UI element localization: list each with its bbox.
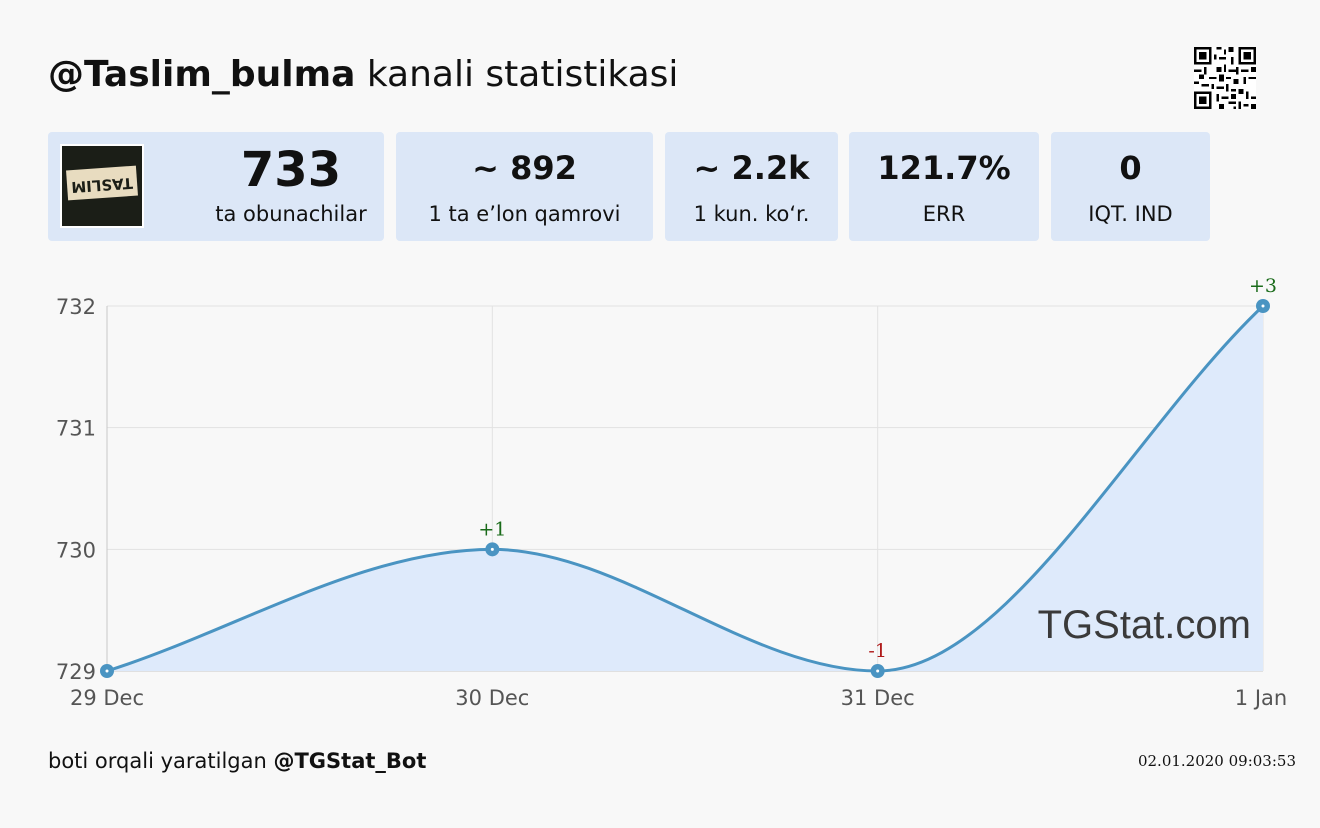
y-tick-label: 729 xyxy=(56,660,96,684)
series-area xyxy=(107,306,1263,671)
data-point-center xyxy=(1261,304,1265,308)
data-label: +3 xyxy=(1249,275,1277,297)
stat-value: ~ 892 xyxy=(472,149,577,187)
bot-link[interactable]: @TGStat_Bot xyxy=(273,749,427,773)
stat-label: ta obunachilar xyxy=(215,202,367,226)
series-line xyxy=(106,304,1265,673)
stat-label: 1 kun. ko‘r. xyxy=(693,202,810,226)
footer-credit: boti orqali yaratilgan @TGStat_Bot xyxy=(48,746,426,776)
avatar-image: TASLIM xyxy=(62,146,142,226)
data-label: +1 xyxy=(478,518,506,540)
x-tick-label: 1 Jan xyxy=(1235,686,1287,710)
daily-views-card: ~ 2.2k 1 kun. ko‘r. xyxy=(665,132,838,241)
channel-name[interactable]: @Taslim_bulma xyxy=(48,54,356,95)
footer-prefix: boti orqali yaratilgan xyxy=(48,749,267,773)
x-tick-label: 31 Dec xyxy=(841,686,915,710)
y-tick-label: 731 xyxy=(56,417,96,441)
subscribers-chart: TGStat.com +1 -1 +3 729 730 731 732 29 Dec 30 Dec… xyxy=(56,275,1287,710)
x-tick-label: 30 Dec xyxy=(455,686,529,710)
err-card: 121.7% ERR xyxy=(849,132,1039,241)
y-tick-label: 732 xyxy=(56,295,96,319)
stat-value: ~ 2.2k xyxy=(693,149,810,187)
stat-label: ERR xyxy=(922,202,966,226)
reach-card: ~ 892 1 ta e’lon qamrovi xyxy=(396,132,653,241)
x-tick-label: 29 Dec xyxy=(70,686,144,710)
data-point-center xyxy=(876,669,880,673)
stat-value: 121.7% xyxy=(877,149,1011,187)
watermark: TGStat.com xyxy=(1038,603,1251,647)
subscribers-card: TASLIM 733 ta obunachilar xyxy=(48,132,384,241)
citation-index-card: 0 IQT. IND xyxy=(1051,132,1210,241)
y-tick-label: 730 xyxy=(56,538,96,562)
data-point-center xyxy=(105,669,109,673)
stat-value: 733 xyxy=(240,142,342,198)
stat-value: 0 xyxy=(1119,149,1142,187)
title-suffix: kanali statistikasi xyxy=(366,54,679,95)
page-title: @Taslim_bulma kanali statistikasi xyxy=(48,50,678,100)
qr-code-icon xyxy=(1194,47,1256,109)
channel-avatar: TASLIM xyxy=(60,144,144,228)
stat-label: 1 ta e’lon qamrovi xyxy=(428,202,621,226)
stat-label: IQT. IND xyxy=(1088,202,1173,226)
data-label: -1 xyxy=(868,640,887,662)
data-point-center xyxy=(490,547,494,551)
timestamp: 02.01.2020 09:03:53 xyxy=(1137,752,1296,770)
avatar-text: TASLIM xyxy=(71,174,134,196)
